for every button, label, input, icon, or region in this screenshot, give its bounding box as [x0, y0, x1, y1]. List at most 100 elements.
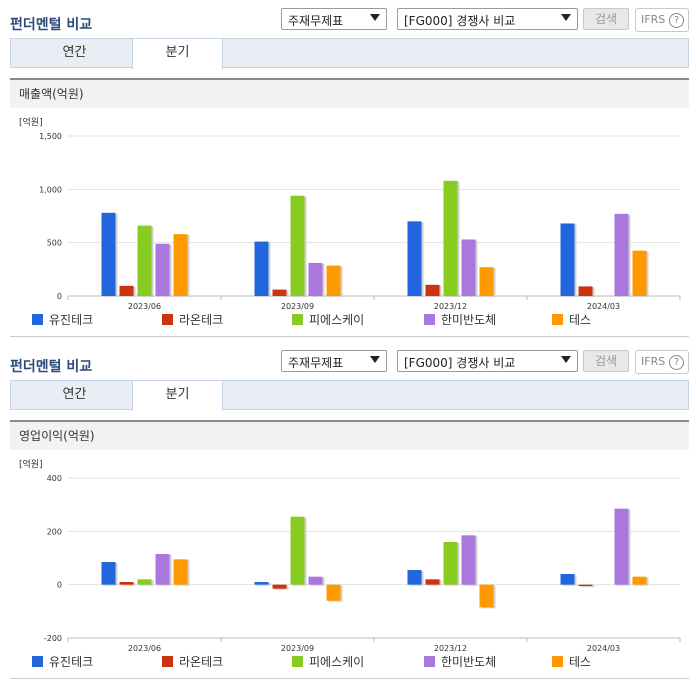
period-tabs: 연간 분기 — [10, 380, 689, 411]
divider — [10, 678, 689, 679]
bar-라온테크[interactable] — [119, 582, 134, 585]
bar-한미반도체[interactable] — [614, 213, 629, 296]
section-title: 펀더멘털 비교 — [10, 359, 93, 375]
legend-label: 피에스케이 — [309, 655, 365, 669]
y-unit-label: [억원] — [19, 116, 43, 128]
bar-피에스케이[interactable] — [443, 542, 458, 585]
bar-유진테크[interactable] — [560, 574, 575, 585]
bar-한미반도체[interactable] — [155, 243, 170, 296]
chart-legend: 유진테크 라온테크 피에스케이 한미반도체 테스 — [32, 654, 672, 670]
operating-profit-chart: [억원] -200 0 200 400 2023/06 2023/09 2023/12 2024… — [19, 458, 681, 652]
y-tick-label: 400 — [47, 474, 62, 483]
legend-label: 유진테크 — [49, 655, 94, 669]
bar-피에스케이[interactable] — [290, 195, 305, 296]
search-button[interactable]: 검색 — [583, 8, 629, 30]
bar-라온테크[interactable] — [272, 584, 287, 589]
bar-테스[interactable] — [173, 559, 188, 585]
search-button[interactable]: 검색 — [583, 350, 629, 372]
tab-annual[interactable]: 연간 — [62, 45, 87, 60]
bar-피에스케이[interactable] — [137, 579, 152, 585]
legend-swatch — [162, 314, 173, 325]
bar-테스[interactable] — [632, 250, 647, 296]
revenue-chart: [억원] 0 500 1,000 1,500 2023/06 2023/09 2023/12 2… — [19, 116, 681, 310]
bar-라온테크[interactable] — [425, 284, 440, 296]
bar-유진테크[interactable] — [254, 582, 269, 585]
legend-swatch — [292, 314, 303, 325]
legend-swatch — [424, 656, 435, 667]
bar-shadow — [580, 585, 595, 587]
legend-label: 유진테크 — [49, 313, 94, 327]
legend-swatch — [424, 314, 435, 325]
x-tick-label: 2023/06 — [128, 644, 161, 652]
peer-group-value: [FG000] 경쟁사 비교 — [404, 356, 516, 370]
x-tick-label: 2024/03 — [587, 302, 620, 310]
chevron-down-icon — [561, 356, 571, 363]
peer-group-value: [FG000] 경쟁사 비교 — [404, 14, 516, 28]
bar-테스[interactable] — [326, 265, 341, 296]
bar-한미반도체[interactable] — [155, 554, 170, 585]
bar-라온테크[interactable] — [578, 584, 593, 586]
bar-유진테크[interactable] — [254, 241, 269, 296]
legend-label: 한미반도체 — [441, 655, 497, 669]
bar-피에스케이[interactable] — [137, 225, 152, 296]
statement-type-select[interactable]: 주재무제표 — [281, 350, 387, 372]
y-tick-label: 1,000 — [39, 185, 62, 194]
legend-swatch — [552, 314, 563, 325]
ifrs-button[interactable]: IFRS ? — [635, 350, 689, 374]
bar-한미반도체[interactable] — [308, 576, 323, 585]
bar-유진테크[interactable] — [407, 570, 422, 585]
ifrs-button[interactable]: IFRS ? — [635, 8, 689, 32]
statement-type-select[interactable]: 주재무제표 — [281, 8, 387, 30]
bar-한미반도체[interactable] — [461, 535, 476, 585]
bar-테스[interactable] — [173, 234, 188, 296]
bar-한미반도체[interactable] — [308, 262, 323, 296]
bar-테스[interactable] — [632, 576, 647, 585]
legend-label: 한미반도체 — [441, 313, 497, 327]
x-tick-label: 2023/09 — [281, 302, 314, 310]
bar-유진테크[interactable] — [101, 562, 116, 585]
chart-panel-title: 영업이익(억원) — [10, 420, 689, 450]
y-tick-label: 0 — [57, 292, 62, 301]
legend-label: 라온테크 — [179, 313, 224, 327]
tab-annual[interactable]: 연간 — [62, 387, 87, 402]
legend-swatch — [292, 656, 303, 667]
section-header: 펀더멘털 비교 주재무제표 [FG000] 경쟁사 비교 검색 IFRS ? — [0, 342, 696, 380]
bar-테스[interactable] — [326, 584, 341, 601]
legend-swatch — [162, 656, 173, 667]
x-tick-label: 2023/12 — [434, 302, 467, 310]
peer-group-select[interactable]: [FG000] 경쟁사 비교 — [397, 8, 578, 30]
bar-한미반도체[interactable] — [614, 508, 629, 585]
tab-quarterly[interactable]: 분기 — [132, 39, 223, 69]
bar-한미반도체[interactable] — [461, 239, 476, 296]
bar-유진테크[interactable] — [407, 221, 422, 296]
bar-피에스케이[interactable] — [443, 180, 458, 296]
y-tick-label: -200 — [44, 634, 62, 643]
y-tick-label: 200 — [47, 527, 62, 536]
divider — [10, 336, 689, 337]
bar-라온테크[interactable] — [119, 285, 134, 296]
legend-label: 테스 — [569, 655, 592, 669]
bar-테스[interactable] — [479, 267, 494, 296]
bar-테스[interactable] — [479, 584, 494, 608]
peer-group-select[interactable]: [FG000] 경쟁사 비교 — [397, 350, 578, 372]
ifrs-label: IFRS — [641, 13, 666, 26]
chevron-down-icon — [370, 14, 380, 21]
fundamental-compare-section-1: 펀더멘털 비교 주재무제표 [FG000] 경쟁사 비교 검색 IFRS ? 연… — [0, 0, 696, 340]
bar-라온테크[interactable] — [578, 286, 593, 296]
bar-피에스케이[interactable] — [290, 516, 305, 585]
bar-유진테크[interactable] — [560, 223, 575, 296]
legend-swatch — [552, 656, 563, 667]
y-tick-label: 1,500 — [39, 132, 62, 141]
help-icon[interactable]: ? — [669, 13, 684, 28]
y-tick-label: 0 — [57, 581, 62, 590]
help-icon[interactable]: ? — [669, 355, 684, 370]
x-tick-label: 2023/12 — [434, 644, 467, 652]
chart-panel-title: 매출액(억원) — [10, 78, 689, 108]
legend-swatch — [32, 314, 43, 325]
bar-라온테크[interactable] — [425, 579, 440, 585]
tab-quarterly[interactable]: 분기 — [132, 381, 223, 411]
bar-라온테크[interactable] — [272, 289, 287, 296]
bar-유진테크[interactable] — [101, 212, 116, 296]
period-tabs: 연간 분기 — [10, 38, 689, 69]
statement-type-value: 주재무제표 — [288, 14, 344, 28]
